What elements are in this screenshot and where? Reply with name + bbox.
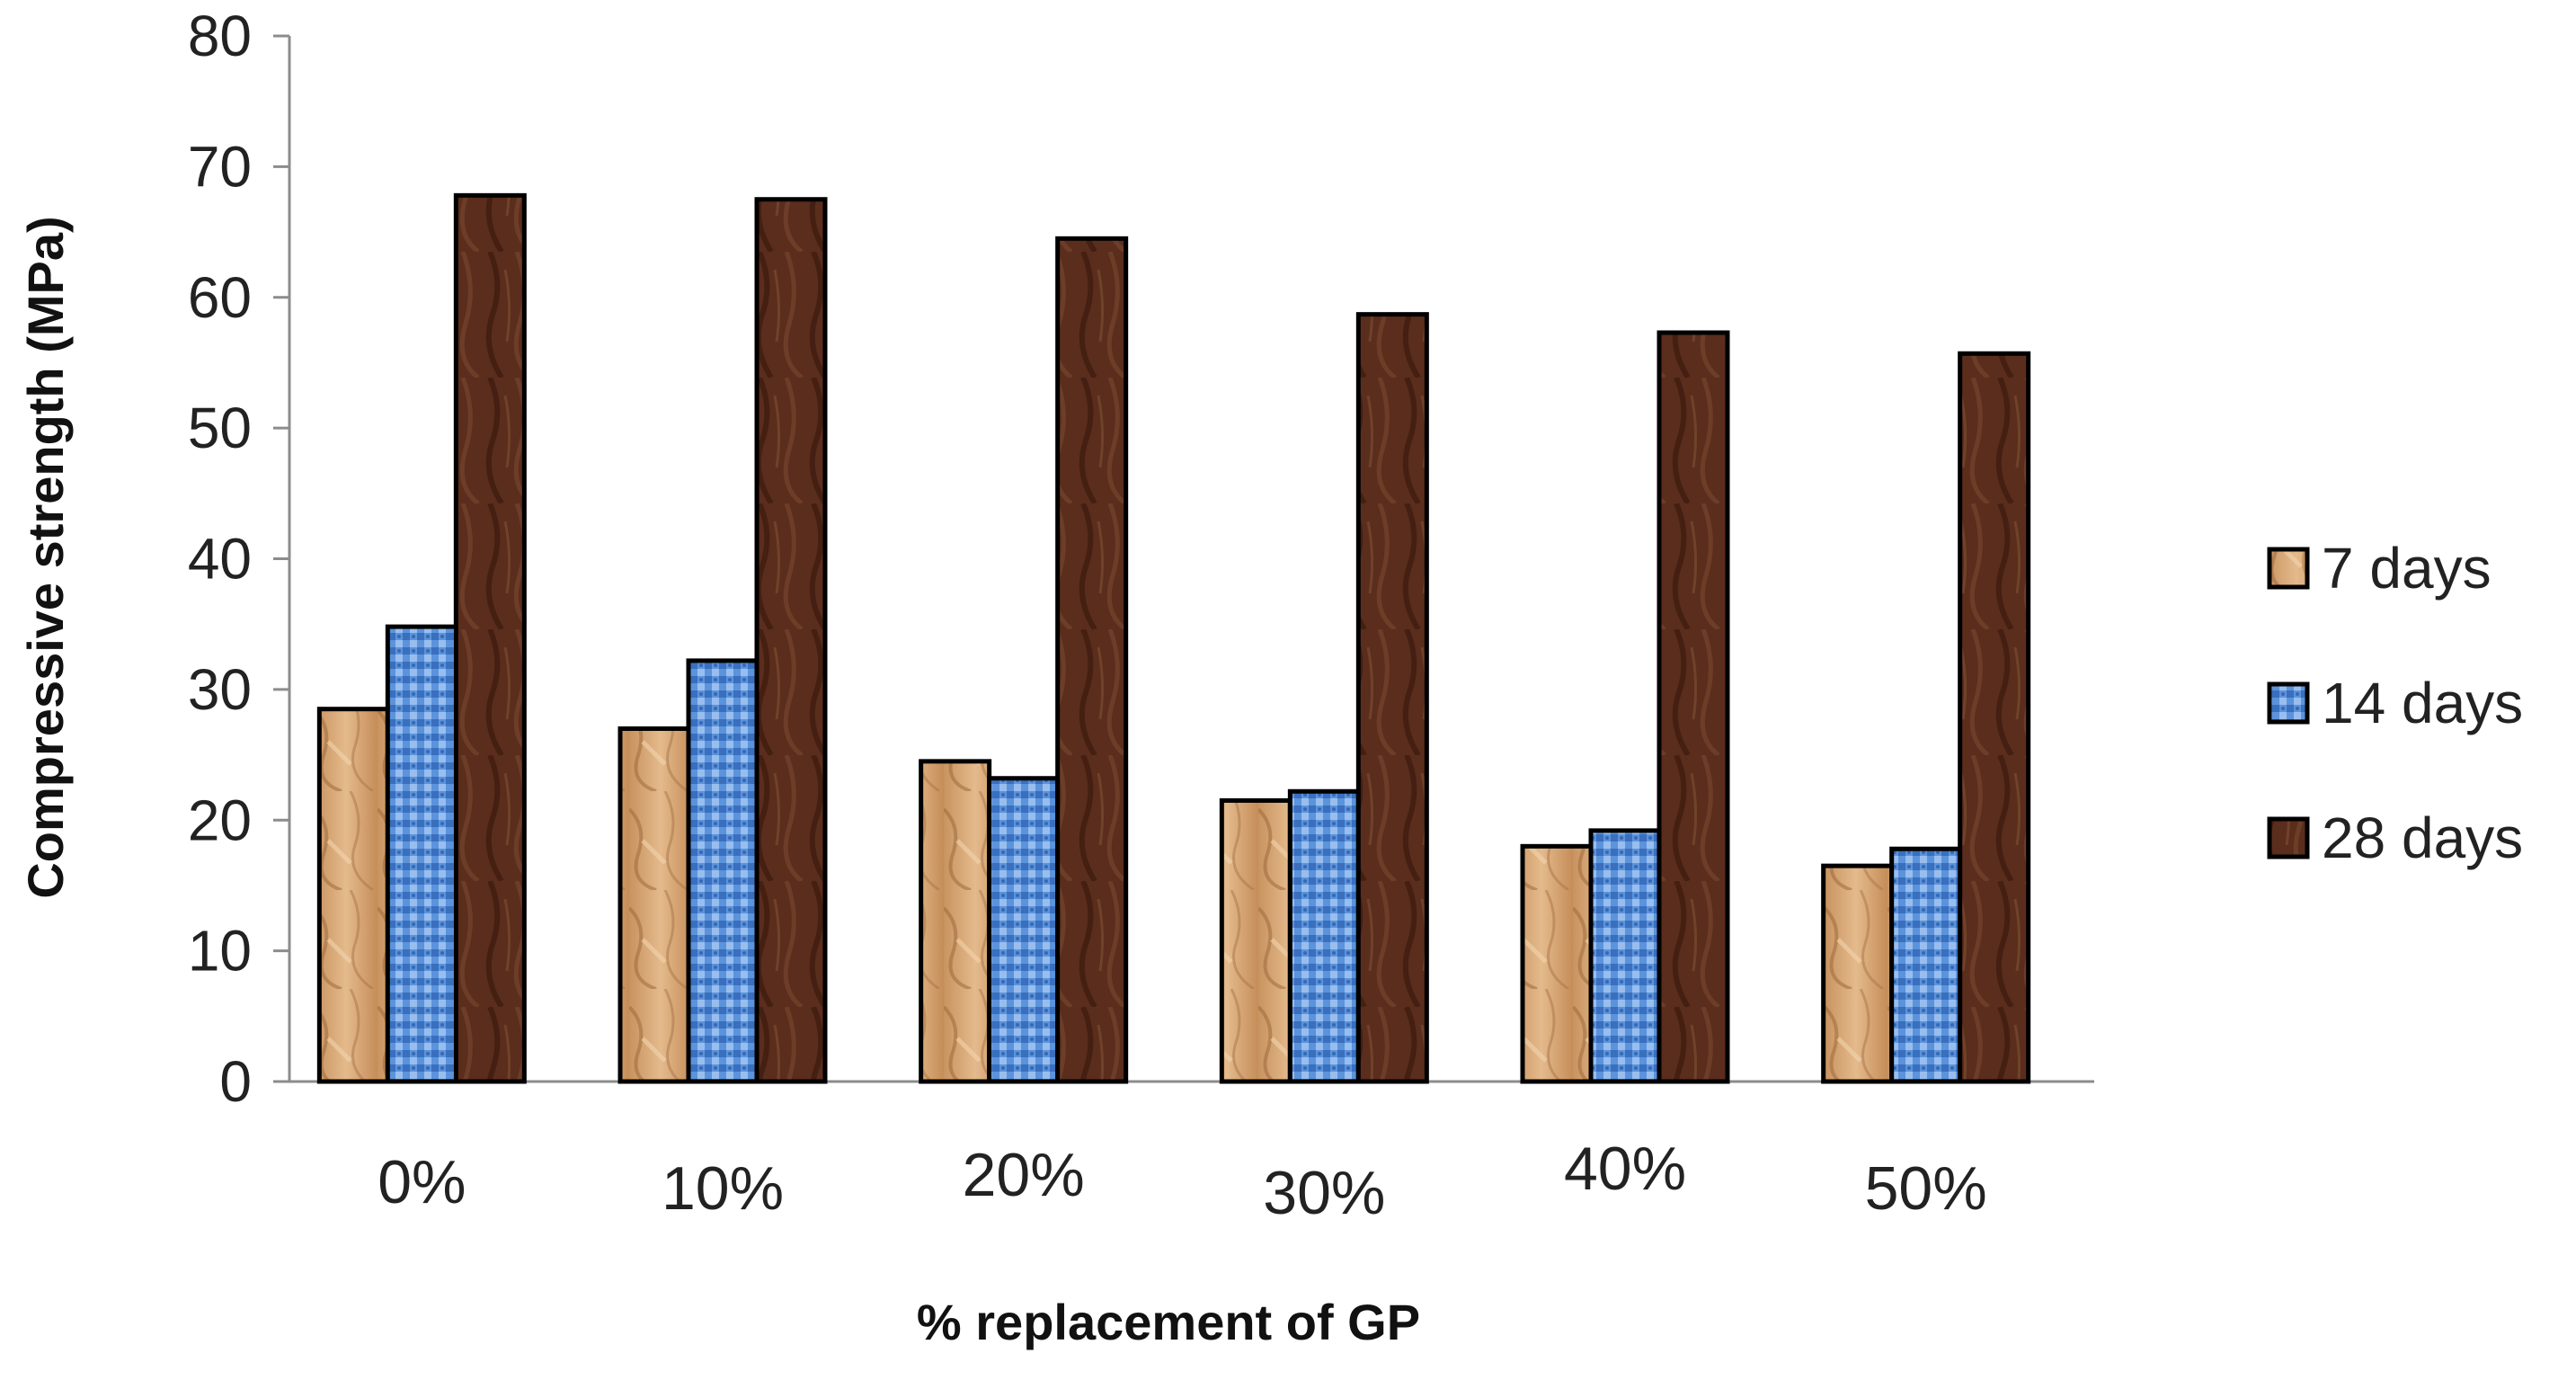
y-tick-label: 80 bbox=[188, 4, 252, 68]
legend-label: 7 days bbox=[2322, 536, 2492, 601]
bar-14-days-50pct bbox=[1889, 846, 1963, 1084]
y-tick-label: 40 bbox=[188, 527, 252, 592]
bar-7-days-30pct bbox=[1219, 797, 1292, 1084]
x-category-label: 30% bbox=[1263, 1159, 1385, 1227]
bar-28-days-50pct bbox=[1958, 351, 2031, 1084]
bar-28-days-40pct bbox=[1657, 330, 1730, 1084]
x-category-label: 40% bbox=[1564, 1135, 1686, 1203]
y-tick-label: 20 bbox=[188, 788, 252, 852]
x-category-label: 0% bbox=[378, 1148, 466, 1216]
bar-28-days-20pct bbox=[1055, 236, 1129, 1084]
y-tick-label: 50 bbox=[188, 396, 252, 460]
bar-14-days-20pct bbox=[987, 776, 1061, 1084]
bar-28-days-10pct bbox=[754, 197, 828, 1084]
x-category-label: 10% bbox=[662, 1154, 784, 1223]
legend-swatch bbox=[2267, 816, 2310, 859]
bar-14-days-0pct bbox=[385, 624, 458, 1084]
y-tick-label: 10 bbox=[188, 919, 252, 984]
x-axis-title: % replacement of GP bbox=[917, 1294, 1420, 1350]
bar-28-days-0pct bbox=[453, 192, 527, 1084]
y-tick-label: 0 bbox=[219, 1049, 252, 1114]
x-category-label: 20% bbox=[963, 1141, 1085, 1209]
legend-swatch bbox=[2267, 681, 2310, 725]
bar-7-days-0pct bbox=[316, 707, 390, 1084]
bar-14-days-30pct bbox=[1287, 788, 1361, 1084]
legend-label: 28 days bbox=[2322, 806, 2523, 870]
bar-28-days-30pct bbox=[1355, 312, 1429, 1084]
legend-label: 14 days bbox=[2322, 671, 2523, 735]
bar-7-days-50pct bbox=[1821, 863, 1895, 1084]
bar-7-days-40pct bbox=[1520, 843, 1594, 1084]
bar-7-days-20pct bbox=[919, 759, 992, 1084]
y-tick-label: 30 bbox=[188, 657, 252, 722]
bar-7-days-10pct bbox=[617, 726, 691, 1084]
x-category-label: 50% bbox=[1865, 1154, 1987, 1223]
legend-swatch bbox=[2267, 547, 2310, 590]
y-axis-title: Compressive strength (MPa) bbox=[17, 216, 74, 898]
bar-14-days-10pct bbox=[686, 658, 759, 1084]
bar-14-days-40pct bbox=[1588, 828, 1662, 1084]
y-tick-label: 60 bbox=[188, 265, 252, 330]
y-tick-label: 70 bbox=[188, 134, 252, 199]
